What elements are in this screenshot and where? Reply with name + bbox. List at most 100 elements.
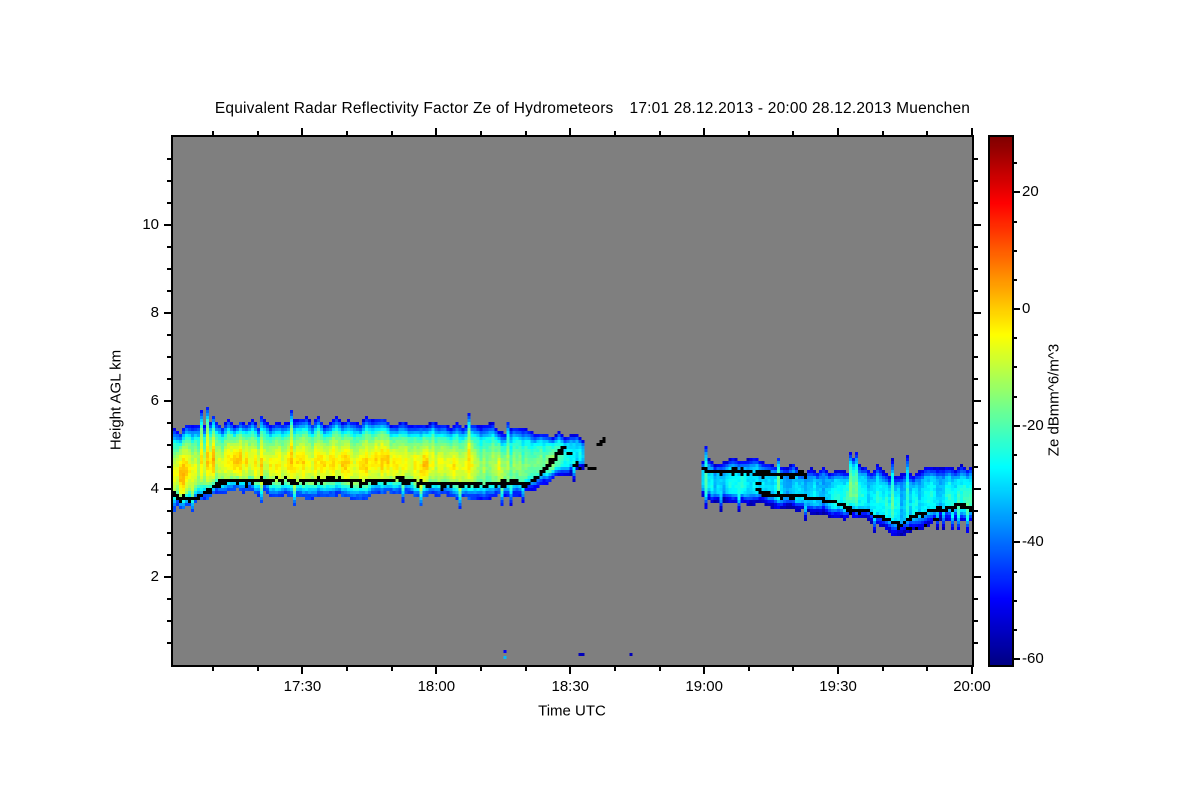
x-tick-label: 18:30 — [551, 678, 590, 695]
y-minor-tick — [167, 444, 171, 446]
radar-heatmap-canvas — [173, 137, 972, 665]
y-minor-tick — [167, 356, 171, 358]
y-minor-tick-right — [974, 356, 978, 358]
x-minor-tick-top — [613, 131, 616, 135]
y-minor-tick — [167, 510, 171, 512]
x-major-tick-top — [435, 128, 438, 135]
x-minor-tick-top — [658, 131, 661, 135]
colorbar-gradient-canvas — [990, 137, 1012, 665]
y-minor-tick-right — [974, 532, 978, 534]
y-minor-tick — [167, 334, 171, 336]
y-minor-tick-right — [974, 290, 978, 292]
y-major-tick-right — [974, 312, 981, 314]
y-minor-tick — [167, 466, 171, 468]
y-major-tick-right — [974, 488, 981, 490]
y-minor-tick-right — [974, 510, 978, 512]
colorbar-minor-tick — [1014, 453, 1017, 456]
x-minor-tick — [390, 667, 393, 671]
y-minor-tick-right — [974, 202, 978, 204]
colorbar-major-tick — [1014, 191, 1020, 194]
y-major-tick-right — [974, 400, 981, 402]
x-tick-label: 18:00 — [417, 678, 456, 695]
y-minor-tick — [167, 158, 171, 160]
y-major-tick — [164, 400, 171, 402]
y-minor-tick-right — [974, 422, 978, 424]
colorbar-minor-tick — [1014, 512, 1017, 515]
x-minor-tick-top — [390, 131, 393, 135]
y-minor-tick-right — [974, 334, 978, 336]
x-tick-label: 20:00 — [953, 678, 991, 695]
y-minor-tick-right — [974, 158, 978, 160]
y-major-tick-right — [974, 224, 981, 226]
colorbar-label: Ze dBmm^6/m^3 — [1045, 343, 1063, 457]
y-minor-tick — [167, 554, 171, 556]
y-minor-tick — [167, 378, 171, 380]
x-minor-tick — [256, 667, 259, 671]
y-minor-tick — [167, 290, 171, 292]
x-minor-tick-top — [881, 131, 884, 135]
colorbar-minor-tick — [1014, 366, 1017, 369]
colorbar-minor-tick — [1014, 483, 1017, 486]
y-major-tick — [164, 576, 171, 578]
y-minor-tick — [167, 202, 171, 204]
colorbar-minor-tick — [1014, 337, 1017, 340]
y-minor-tick — [167, 422, 171, 424]
x-minor-tick — [792, 667, 795, 671]
x-major-tick — [435, 667, 438, 674]
colorbar — [988, 135, 1014, 667]
y-minor-tick-right — [974, 466, 978, 468]
colorbar-tick-label: -60 — [1022, 650, 1044, 668]
title-period: 17:01 28.12.2013 - 20:00 28.12.2013 Muen… — [629, 100, 971, 117]
y-minor-tick — [167, 642, 171, 644]
colorbar-minor-tick — [1014, 278, 1017, 281]
y-minor-tick-right — [974, 378, 978, 380]
x-minor-tick — [524, 667, 527, 671]
y-tick-label: 8 — [150, 304, 159, 321]
colorbar-tick-label: -40 — [1022, 533, 1044, 551]
x-major-tick-top — [703, 128, 706, 135]
x-minor-tick — [658, 667, 661, 671]
x-minor-tick-top — [792, 131, 795, 135]
figure-title: Equivalent Radar Reflectivity Factor Ze … — [0, 100, 1185, 118]
x-minor-tick — [613, 667, 616, 671]
y-minor-tick — [167, 532, 171, 534]
x-major-tick-top — [837, 128, 840, 135]
y-minor-tick-right — [974, 180, 978, 182]
x-tick-label: 19:00 — [685, 678, 723, 695]
x-minor-tick-top — [926, 131, 929, 135]
x-tick-label: 19:30 — [819, 678, 857, 695]
colorbar-minor-tick — [1014, 570, 1017, 573]
title-main: Equivalent Radar Reflectivity Factor Ze … — [214, 100, 614, 117]
y-minor-tick-right — [974, 444, 978, 446]
x-minor-tick-top — [346, 131, 349, 135]
x-minor-tick-top — [479, 131, 482, 135]
x-minor-tick-top — [524, 131, 527, 135]
x-minor-tick-top — [212, 131, 215, 135]
y-minor-tick-right — [974, 554, 978, 556]
x-major-tick-top — [569, 128, 572, 135]
x-minor-tick — [747, 667, 750, 671]
y-minor-tick — [167, 180, 171, 182]
x-minor-tick — [212, 667, 215, 671]
colorbar-tick-label: 20 — [1022, 183, 1039, 201]
x-major-tick-top — [971, 128, 973, 135]
y-major-tick — [164, 312, 171, 314]
x-minor-tick — [881, 667, 884, 671]
y-minor-tick-right — [974, 268, 978, 270]
x-major-tick-top — [301, 128, 304, 135]
colorbar-major-tick — [1014, 308, 1020, 311]
x-minor-tick — [479, 667, 482, 671]
colorbar-minor-tick — [1014, 628, 1017, 631]
y-minor-tick-right — [974, 246, 978, 248]
y-tick-label: 6 — [150, 392, 159, 409]
y-minor-tick-right — [974, 598, 978, 600]
x-minor-tick — [926, 667, 929, 671]
y-tick-label: 2 — [150, 568, 159, 585]
colorbar-minor-tick — [1014, 599, 1017, 602]
x-minor-tick-top — [747, 131, 750, 135]
colorbar-minor-tick — [1014, 249, 1017, 252]
x-minor-tick — [346, 667, 349, 671]
y-minor-tick — [167, 620, 171, 622]
x-axis-label: Time UTC — [538, 702, 606, 720]
